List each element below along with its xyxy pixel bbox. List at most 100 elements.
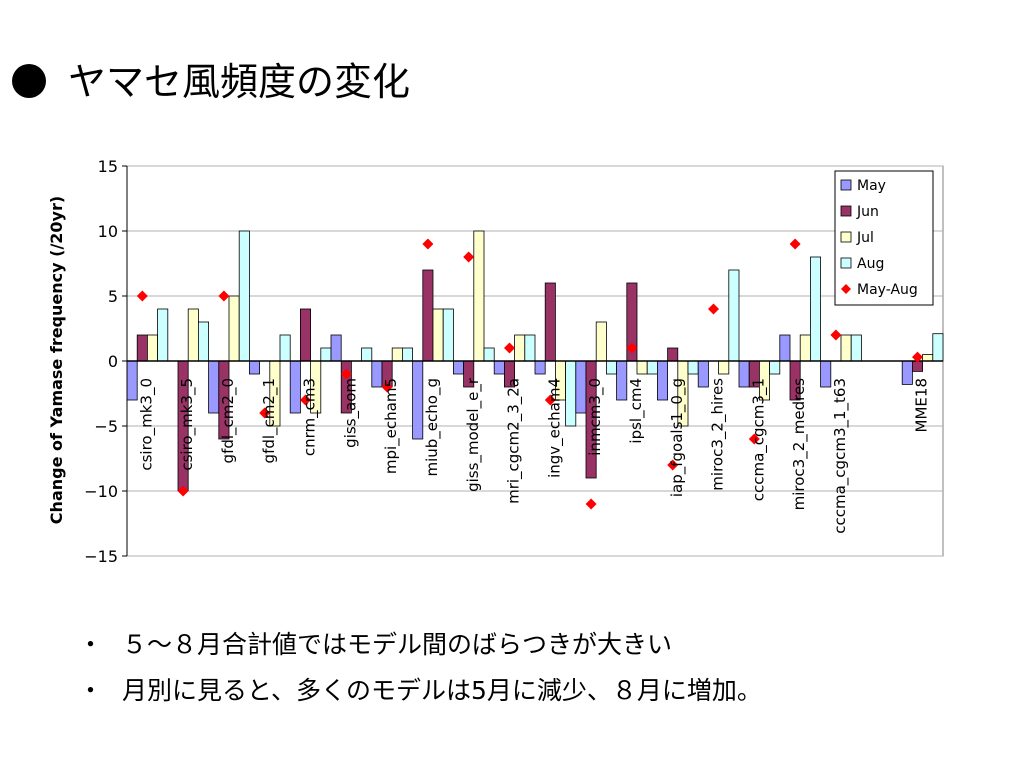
point-may-aug xyxy=(259,407,271,419)
bar-aug xyxy=(524,334,536,362)
point-marks xyxy=(136,238,923,510)
x-tick-label: MME18 xyxy=(913,378,931,432)
x-tick-label: mri_cgcm2_3_2a xyxy=(505,378,524,504)
slide-title-text: ヤマセ風頻度の変化 xyxy=(68,60,411,104)
legend-swatch xyxy=(840,257,852,269)
y-axis-label: Change of Yamase frequency (/20yr) xyxy=(47,196,66,524)
bar-aug xyxy=(197,321,209,362)
bar-jul xyxy=(187,308,199,362)
point-may-aug xyxy=(504,342,515,354)
point-may-aug xyxy=(177,485,189,497)
x-tick-label: cnrm_cm3 xyxy=(301,378,320,456)
slide-title: ヤマセ風頻度の変化 xyxy=(12,58,410,106)
legend: May Jun Jul Aug May-Aug xyxy=(834,170,934,306)
point-may-aug xyxy=(544,394,556,406)
bar-aug xyxy=(279,334,291,362)
y-tick-label: −5 xyxy=(94,417,118,436)
point-may-aug xyxy=(626,342,638,354)
bullet-item: ・ ５～８月合計値ではモデル間のばらつきが大きい xyxy=(78,622,762,668)
legend-label: Aug xyxy=(857,256,884,272)
bar-may xyxy=(657,360,669,401)
bar-may xyxy=(208,360,220,414)
bar-aug xyxy=(361,347,373,362)
bullet-text: 月別に見ると、多くのモデルは5月に減少、８月に増加。 xyxy=(122,676,762,705)
bar-aug xyxy=(157,308,169,362)
bar-may xyxy=(452,360,464,375)
x-tick-label: ingv_echam4 xyxy=(545,378,564,478)
point-may-aug xyxy=(136,290,148,302)
bar-aug xyxy=(606,360,618,375)
x-tick-label: csiro_mk3_5 xyxy=(178,378,197,471)
bar-jul xyxy=(840,334,852,362)
bar-jul xyxy=(799,334,811,362)
bar-jul xyxy=(146,334,158,362)
x-tick-label: gfdl_cm2_0 xyxy=(219,378,238,463)
title-bullet-icon xyxy=(12,63,46,98)
y-axis: 15 10 5 0 −5 −10 −15 xyxy=(84,157,128,566)
bullet-mark: ・ xyxy=(78,676,104,705)
bullet-mark: ・ xyxy=(78,630,104,659)
legend-swatch xyxy=(840,205,852,217)
bar-may xyxy=(248,360,260,375)
legend-label: May xyxy=(857,178,886,194)
bar-aug xyxy=(932,333,944,362)
bar-may xyxy=(738,360,750,388)
bullet-list: ・ ５～８月合計値ではモデル間のばらつきが大きい ・月別に見ると、多くのモデルは5… xyxy=(78,622,762,714)
bar-may xyxy=(126,360,138,401)
bar-jul xyxy=(391,347,403,362)
bar-may xyxy=(901,360,913,385)
bar-may xyxy=(289,360,301,414)
x-tick-label: cccma_cgcm3_1_t63 xyxy=(831,378,850,534)
bar-may xyxy=(697,360,709,388)
bullet-text: ５～８月合計値ではモデル間のばらつきが大きい xyxy=(122,630,673,659)
bar-aug xyxy=(646,360,658,375)
bar-jul xyxy=(228,295,240,362)
bar-aug xyxy=(565,360,577,427)
bar-jun xyxy=(667,347,679,362)
point-may-aug xyxy=(830,329,842,341)
x-tick-label: gfdl_cm2_1 xyxy=(260,378,279,463)
bar-marks xyxy=(126,230,944,492)
bar-may xyxy=(820,360,832,388)
point-may-aug xyxy=(708,303,719,315)
point-may-aug xyxy=(422,238,434,250)
bar-jul xyxy=(514,334,526,362)
y-tick-label: −15 xyxy=(84,547,118,566)
point-may-aug xyxy=(300,394,311,406)
legend-label: May-Aug xyxy=(857,282,918,298)
bar-jul xyxy=(473,230,485,362)
bar-jun xyxy=(299,308,311,362)
bar-jun xyxy=(422,269,434,362)
y-tick-label: 15 xyxy=(98,157,118,176)
bar-may xyxy=(371,360,383,388)
x-tick-label: giss_model_e_r xyxy=(464,377,483,492)
bullet-item: ・月別に見ると、多くのモデルは5月に減少、８月に増加。 xyxy=(78,668,762,714)
bar-jun xyxy=(544,282,556,362)
x-tick-label: iap_fgoals1_0_g xyxy=(668,378,687,497)
x-tick-label: mpi_echam5 xyxy=(382,378,401,474)
bar-aug xyxy=(238,230,250,362)
point-may-aug xyxy=(381,381,393,393)
bar-jul xyxy=(922,354,934,362)
bar-aug xyxy=(850,334,862,362)
y-tick-label: 10 xyxy=(98,222,118,241)
y-tick-label: 0 xyxy=(108,352,118,371)
bar-jul xyxy=(718,360,730,375)
bar-chart: csiro_mk3_0 csiro_mk3_5 gfdl_cm2_0 gfdl_cm2… xyxy=(47,157,944,566)
x-tick-label: csiro_mk3_0 xyxy=(137,378,156,471)
bar-jun xyxy=(136,334,148,362)
bar-may xyxy=(534,360,546,375)
x-tick-labels: csiro_mk3_0 csiro_mk3_5 gfdl_cm2_0 gfdl_cm2… xyxy=(137,377,930,534)
bar-jul xyxy=(595,321,607,362)
x-tick-label: giss_aom xyxy=(341,378,360,448)
bar-aug xyxy=(401,347,413,362)
point-may-aug xyxy=(789,238,801,250)
bar-aug xyxy=(769,360,781,375)
bar-aug xyxy=(810,256,822,362)
legend-label: Jun xyxy=(856,204,879,220)
point-may-aug xyxy=(912,351,923,363)
point-may-aug xyxy=(218,290,230,302)
bar-may xyxy=(616,360,628,401)
bar-aug xyxy=(320,347,332,362)
bar-may xyxy=(575,360,587,414)
